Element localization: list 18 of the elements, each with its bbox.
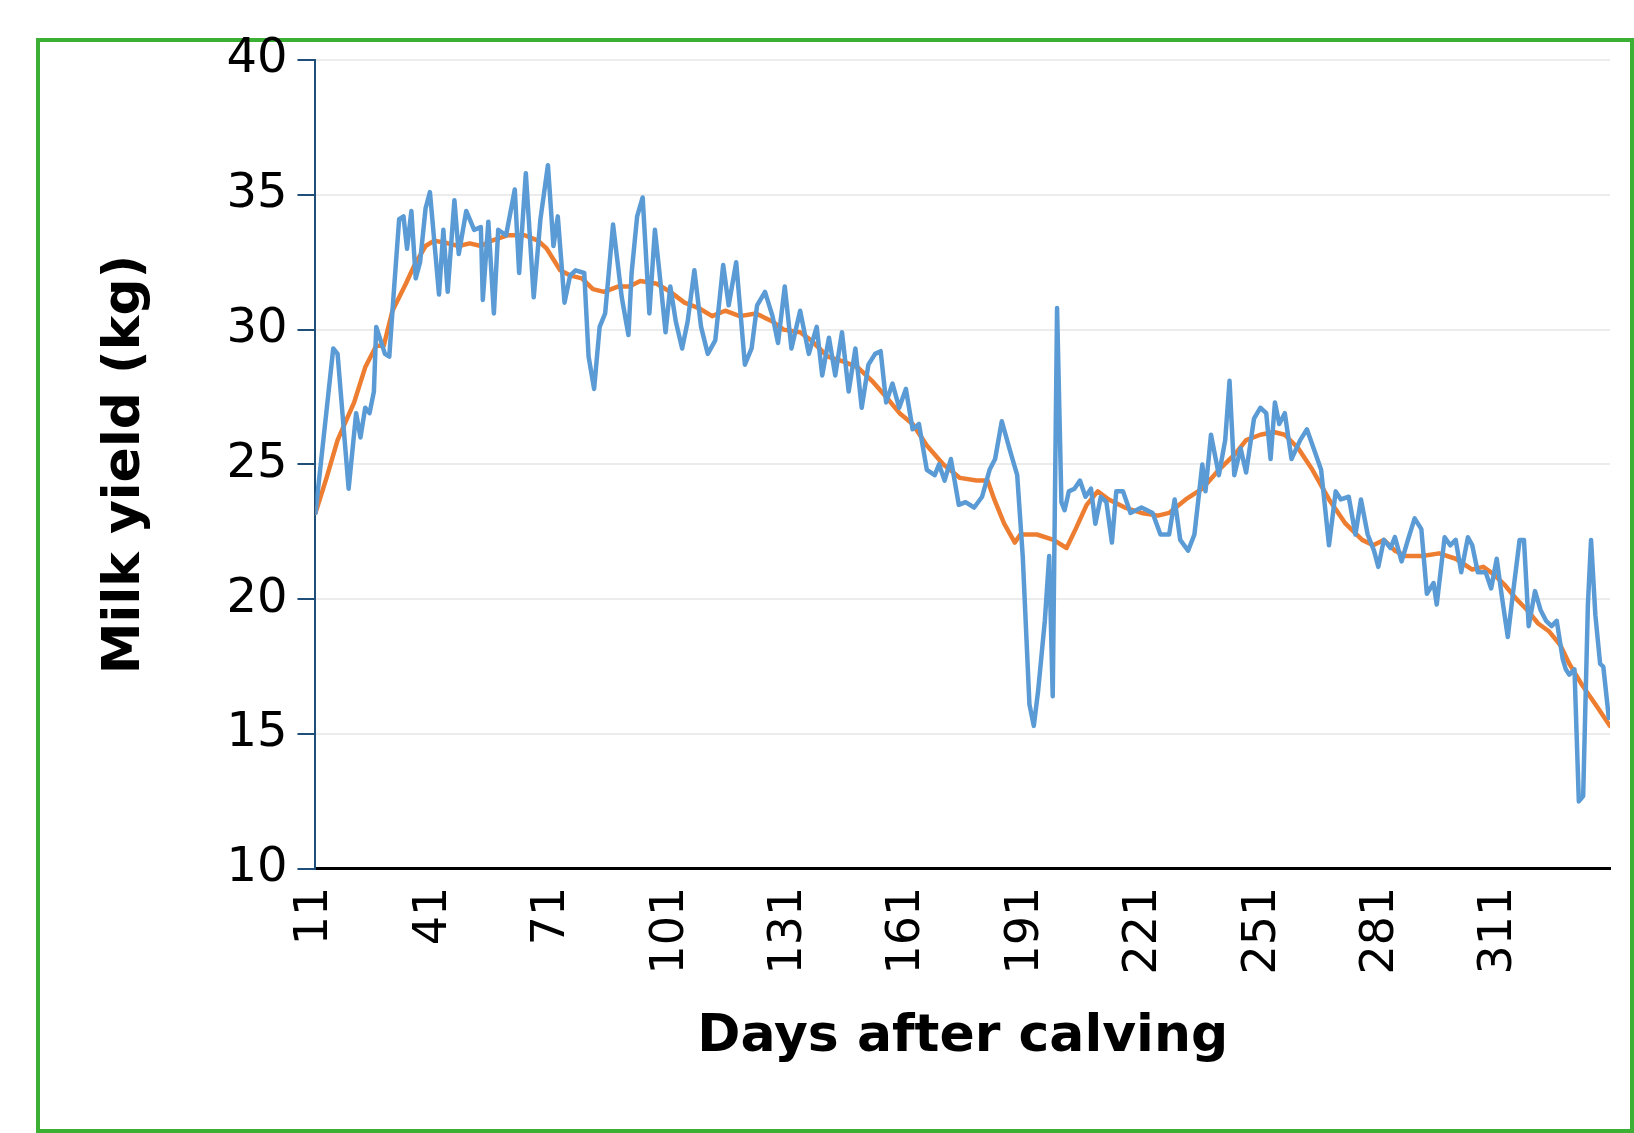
x-tick-label: 281 xyxy=(1350,886,1405,975)
y-tick-label: 20 xyxy=(226,566,288,623)
y-tick-label: 15 xyxy=(226,701,288,758)
x-tick-label: 161 xyxy=(876,886,931,975)
x-tick-label: 191 xyxy=(994,886,1049,975)
x-axis-title: Days after calving xyxy=(697,1003,1229,1064)
x-tick-label: 41 xyxy=(402,886,457,946)
x-tick-label: 221 xyxy=(1113,886,1168,975)
x-tick-label: 131 xyxy=(758,886,813,975)
x-tick-label: 71 xyxy=(521,886,576,946)
x-tick-label: 311 xyxy=(1468,886,1523,975)
y-tick-label: 35 xyxy=(226,162,288,219)
y-tick-label: 40 xyxy=(226,27,288,84)
x-tick-label: 101 xyxy=(639,886,694,975)
y-tick-label: 30 xyxy=(226,297,288,354)
y-tick-label: 25 xyxy=(226,431,288,488)
x-tick-label: 251 xyxy=(1231,886,1286,975)
y-axis-title: Milk yield (kg) xyxy=(90,254,151,675)
